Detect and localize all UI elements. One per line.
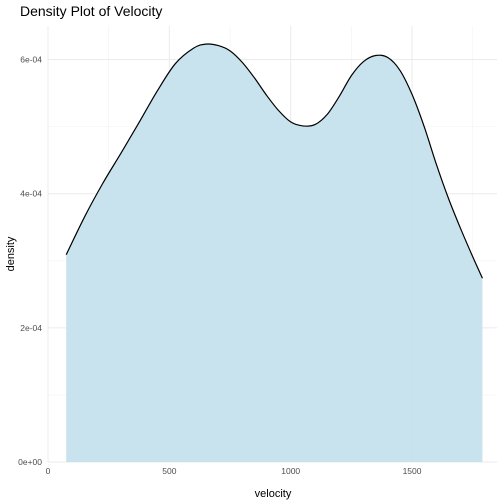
- y-tick-label: 6e-04: [20, 55, 42, 65]
- chart-title: Density Plot of Velocity: [20, 3, 162, 19]
- density-area: [66, 43, 483, 462]
- density-line: [65, 43, 483, 279]
- y-tick-label: 2e-04: [20, 323, 42, 333]
- x-tick-label: 1000: [281, 466, 300, 476]
- x-tick-label: 500: [162, 466, 176, 476]
- x-axis-label: velocity: [255, 488, 292, 500]
- y-axis-label: density: [5, 236, 17, 271]
- x-tick-label: 0: [46, 466, 51, 476]
- y-axis-ticks: 0e+00 2e-04 4e-04 6e-04: [18, 55, 42, 467]
- y-tick-label: 4e-04: [20, 189, 42, 199]
- y-tick-label: 0e+00: [18, 457, 42, 467]
- x-axis-ticks: 0 500 1000 1500: [46, 466, 422, 476]
- x-tick-label: 1500: [403, 466, 422, 476]
